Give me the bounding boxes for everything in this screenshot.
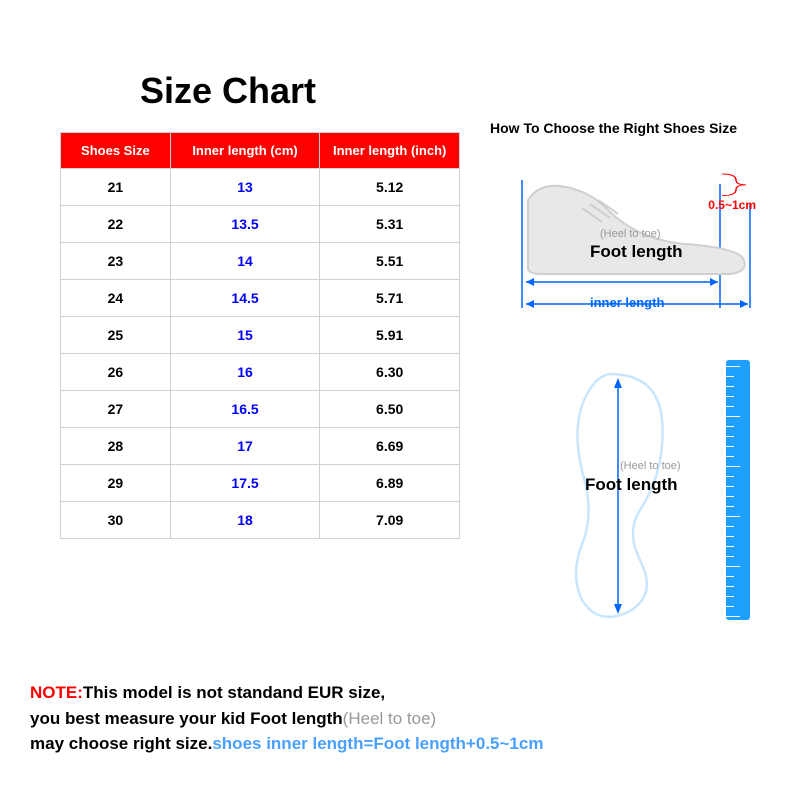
note-label: NOTE: [30,683,83,702]
table-cell: 30 [61,502,171,539]
table-cell: 26 [61,354,171,391]
heel-to-toe-label-2: (Heel to toe) [620,460,681,472]
tolerance-label: 0.5~1cm [708,198,756,212]
sole-svg [490,360,720,630]
table-cell: 18 [170,502,320,539]
chart-title: Size Chart [140,70,770,112]
table-row: 21135.12 [61,169,460,206]
note-block: NOTE:This model is not standand EUR size… [30,680,543,757]
table-row: 2716.56.50 [61,391,460,428]
size-table: Shoes Size Inner length (cm) Inner lengt… [60,132,460,539]
col-inner-inch: Inner length (inch) [320,133,460,169]
table-row: 30187.09 [61,502,460,539]
table-cell: 6.50 [320,391,460,428]
table-cell: 22 [61,206,171,243]
table-row: 23145.51 [61,243,460,280]
note-line3b: shoes inner length=Foot length+0.5~1cm [212,734,543,753]
col-inner-cm: Inner length (cm) [170,133,320,169]
table-row: 2917.56.89 [61,465,460,502]
table-cell: 6.89 [320,465,460,502]
table-cell: 7.09 [320,502,460,539]
table-cell: 28 [61,428,171,465]
table-row: 25155.91 [61,317,460,354]
table-cell: 29 [61,465,171,502]
table-cell: 5.51 [320,243,460,280]
table-cell: 16.5 [170,391,320,428]
table-cell: 6.69 [320,428,460,465]
ruler-icon [726,360,750,620]
table-row: 2414.55.71 [61,280,460,317]
table-cell: 13 [170,169,320,206]
foot-length-label: Foot length [590,242,683,262]
table-row: 2213.55.31 [61,206,460,243]
table-cell: 5.31 [320,206,460,243]
howto-heading: How To Choose the Right Shoes Size [490,120,737,136]
table-cell: 14 [170,243,320,280]
table-cell: 15 [170,317,320,354]
table-cell: 16 [170,354,320,391]
note-line2a: you best measure your kid Foot length [30,709,343,728]
inner-length-label: inner length [590,295,664,310]
table-cell: 13.5 [170,206,320,243]
foot-length-label-2: Foot length [585,475,678,495]
table-cell: 21 [61,169,171,206]
table-header-row: Shoes Size Inner length (cm) Inner lengt… [61,133,460,169]
table-cell: 17 [170,428,320,465]
table-cell: 14.5 [170,280,320,317]
note-line3a: may choose right size. [30,734,212,753]
table-cell: 27 [61,391,171,428]
table-cell: 25 [61,317,171,354]
table-body: 21135.122213.55.3123145.512414.55.712515… [61,169,460,539]
table-cell: 5.71 [320,280,460,317]
table-cell: 6.30 [320,354,460,391]
table-cell: 5.12 [320,169,460,206]
note-line1: This model is not standand EUR size, [83,683,385,702]
table-cell: 24 [61,280,171,317]
table-cell: 23 [61,243,171,280]
heel-to-toe-label: (Heel to toe) [600,228,661,240]
table-row: 26166.30 [61,354,460,391]
table-cell: 5.91 [320,317,460,354]
table-row: 28176.69 [61,428,460,465]
note-line2b: (Heel to toe) [343,709,437,728]
table-cell: 17.5 [170,465,320,502]
shoe-diagram: 0.5~1cm (Heel to toe) Foot length inner … [490,160,770,330]
sole-diagram: (Heel to toe) Foot length [490,360,770,640]
col-shoes-size: Shoes Size [61,133,171,169]
